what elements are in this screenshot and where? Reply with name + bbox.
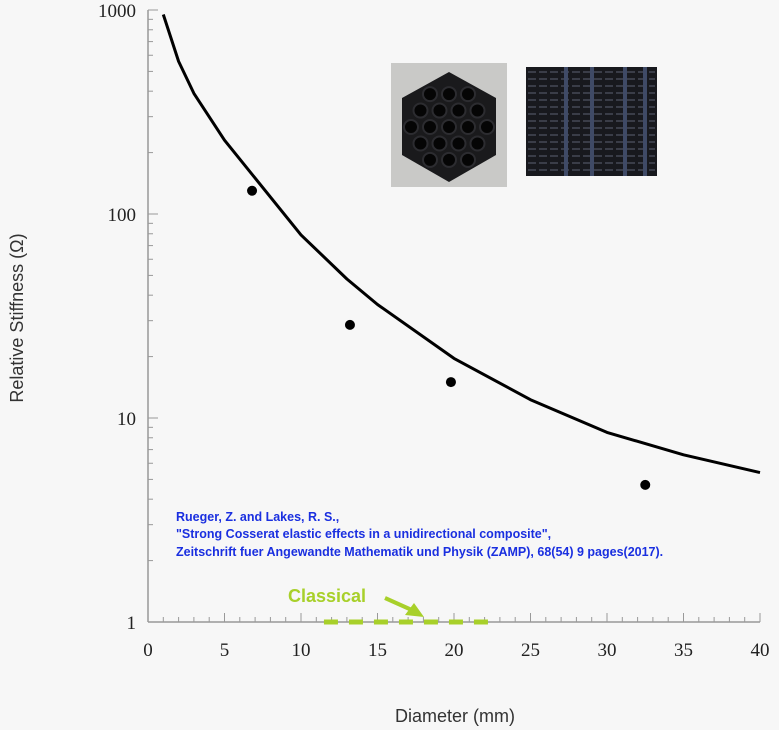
tube-hole (431, 135, 448, 152)
data-point (247, 185, 258, 196)
tube-hole (431, 102, 448, 119)
citation-line-1: Rueger, Z. and Lakes, R. S., (176, 510, 339, 524)
x-tick-label: 30 (598, 640, 617, 661)
data-point (445, 377, 456, 388)
hexagonal-bundle-photo (391, 63, 507, 187)
y-tick-label: 1 (127, 613, 137, 634)
tube-hole (460, 119, 476, 135)
tube-hole (441, 151, 457, 168)
x-tick-label: 10 (292, 640, 311, 661)
x-tick-label: 5 (220, 640, 230, 661)
y-axis-title: Relative Stiffness (Ω) (7, 233, 27, 402)
tube-hole (412, 102, 429, 119)
x-tick-label: 35 (674, 640, 693, 661)
tube-hole (460, 151, 476, 168)
y-tick-label: 1000 (98, 1, 136, 22)
x-tick-label: 15 (368, 640, 387, 661)
tube-hole (450, 102, 467, 119)
x-tick-label: 40 (751, 640, 770, 661)
tube-hole (450, 135, 467, 152)
tube-hole (460, 86, 476, 103)
x-axis-title: Diameter (mm) (395, 706, 515, 726)
tick-labels: 0 5 10 15 20 25 30 35 40 1 10 100 1000 (98, 1, 770, 661)
tube-hole (469, 135, 486, 152)
y-tick-label: 10 (117, 409, 136, 430)
data-point (344, 319, 355, 330)
tube-hole (422, 119, 438, 135)
citation-line-2: "Strong Cosserat elastic effects in a un… (176, 527, 551, 541)
composite-side-photo (526, 67, 657, 176)
x-tick-label: 25 (521, 640, 540, 661)
tube-hole (422, 86, 438, 103)
x-tick-label: 20 (445, 640, 464, 661)
tube-hole (422, 151, 438, 168)
tube-hole (441, 86, 457, 103)
classical-arrow (384, 596, 424, 617)
theory-curve (161, 14, 761, 475)
series (161, 14, 761, 625)
axes (147, 9, 761, 623)
tube-hole (469, 102, 486, 119)
tube-hole (479, 119, 495, 135)
y-tick-label: 100 (108, 205, 137, 226)
tube-hole (412, 135, 429, 152)
tube-hole (441, 119, 457, 135)
classical-label: Classical (288, 586, 366, 606)
x-tick-label: 0 (143, 640, 153, 661)
citation-line-3: Zeitschrift fuer Angewandte Mathematik u… (176, 545, 663, 559)
data-point (640, 479, 651, 490)
tube-hole (403, 119, 419, 135)
